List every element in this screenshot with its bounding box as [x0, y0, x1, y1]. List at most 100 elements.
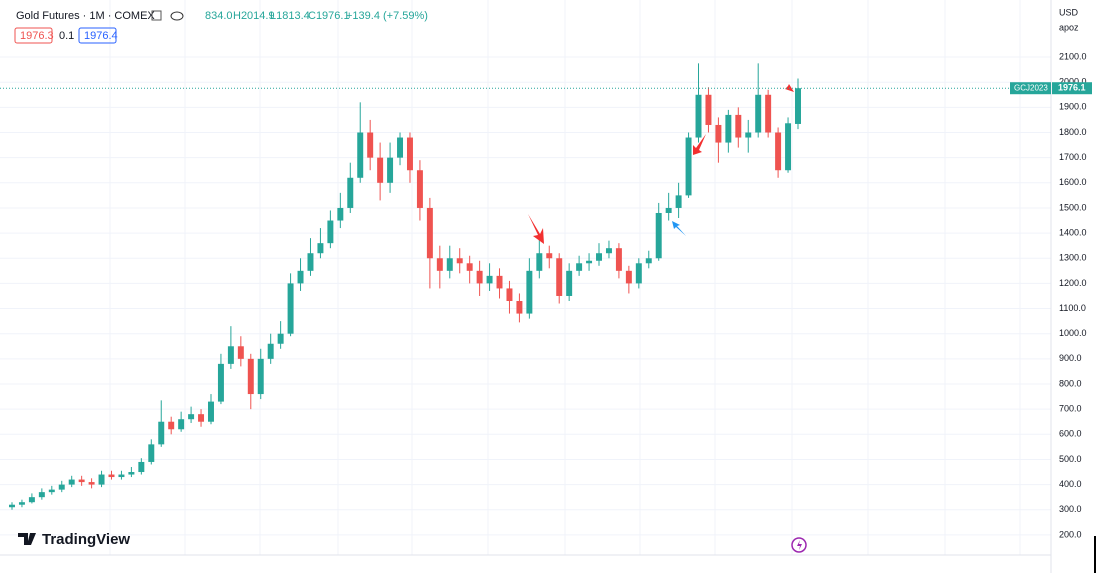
- candle-body: [416, 170, 423, 208]
- candle-body: [178, 419, 185, 430]
- scale-menu[interactable]: apoz: [1059, 22, 1079, 32]
- candle-body: [795, 88, 801, 124]
- candle-body: [755, 94, 762, 133]
- candle-body: [387, 157, 394, 183]
- candle-body: [247, 358, 254, 395]
- candle-body: [775, 132, 782, 171]
- candle-body: [138, 461, 145, 473]
- open: 834.0: [205, 10, 233, 22]
- candle-body: [576, 263, 583, 271]
- ask[interactable]: 1976.4: [84, 30, 118, 42]
- candle-body: [208, 401, 214, 422]
- grid: [0, 56, 1051, 536]
- candle-body: [347, 177, 354, 208]
- candle-body: [287, 283, 294, 334]
- price-tag: [1052, 82, 1092, 95]
- candle-body: [58, 484, 65, 490]
- candle-body: [397, 137, 404, 158]
- y-tick-label: 900.0: [1059, 353, 1082, 363]
- y-tick-label: 600.0: [1059, 429, 1082, 439]
- candle-body: [476, 270, 483, 284]
- eye-icon[interactable]: [170, 11, 184, 21]
- candle-body: [665, 207, 672, 213]
- candle-body: [596, 253, 602, 261]
- candle-body: [98, 474, 105, 485]
- y-tick-label: 1800.0: [1059, 127, 1087, 137]
- candle-body: [625, 270, 632, 284]
- y-tick-label: 1700.0: [1059, 152, 1087, 162]
- candle-body: [217, 363, 224, 402]
- candle-body: [496, 275, 503, 289]
- y-tick-label: 200.0: [1059, 529, 1082, 539]
- price-tag-label: 1976.1: [1058, 83, 1086, 93]
- candle-body: [18, 502, 25, 505]
- candle-body: [237, 346, 244, 359]
- y-tick-label: 700.0: [1059, 404, 1082, 414]
- ask-box[interactable]: [78, 27, 117, 44]
- arrow: [693, 134, 706, 155]
- y-tick-label: 1900.0: [1059, 102, 1087, 112]
- arrow: [528, 214, 544, 244]
- y-tick-label: 2100.0: [1059, 51, 1087, 61]
- bid-box[interactable]: [14, 27, 53, 44]
- candle-body: [158, 421, 165, 445]
- candle-body: [695, 94, 702, 138]
- y-tick-label: 800.0: [1059, 378, 1082, 388]
- candle-body: [785, 123, 792, 171]
- icon[interactable]: [151, 10, 162, 21]
- brand[interactable]: TradingView: [42, 531, 130, 548]
- candle-body: [227, 346, 234, 364]
- candle-body: [128, 472, 135, 475]
- y-tick-label: 400.0: [1059, 479, 1082, 489]
- y-tick-label: 500.0: [1059, 454, 1082, 464]
- candle-body: [48, 489, 55, 493]
- y-tick-label: 300.0: [1059, 504, 1082, 514]
- candle-body: [506, 288, 513, 302]
- candle-body: [605, 248, 612, 254]
- candle-body: [108, 474, 115, 478]
- candle-body: [267, 343, 274, 359]
- candle-body: [586, 260, 593, 264]
- candle-body: [615, 248, 622, 271]
- candle-body: [297, 270, 304, 284]
- candle-body: [436, 258, 443, 271]
- candle-body: [88, 482, 95, 485]
- y-tick-label: 2000.0: [1059, 77, 1087, 87]
- arrow: [774, 80, 794, 92]
- candle-body: [28, 497, 35, 503]
- currency[interactable]: USD: [1059, 7, 1079, 17]
- candle-body: [198, 414, 205, 422]
- y-tick-label: 1000.0: [1059, 328, 1087, 338]
- spread: 0.1: [59, 30, 74, 42]
- bid[interactable]: 1976.3: [20, 30, 54, 42]
- candle-body: [317, 243, 324, 254]
- y-axis: 200.0 300.0 400.0 500.0 600.0 700.0 800.0 900.0…: [1059, 51, 1087, 539]
- candle-body: [367, 132, 374, 158]
- candle-body: [645, 258, 652, 264]
- candle-body: [725, 114, 732, 143]
- candle-body: [635, 263, 642, 284]
- change: +139.4 (+7.59%): [346, 10, 428, 22]
- candle-body: [486, 275, 493, 284]
- candle-body: [526, 270, 533, 314]
- event-icon[interactable]: [791, 537, 807, 553]
- candle-body: [307, 253, 314, 271]
- candle-body: [516, 301, 523, 314]
- symbol[interactable]: Gold Futures · 1M · COMEX: [16, 10, 155, 22]
- candle-body: [68, 479, 75, 485]
- event-icon: [797, 540, 802, 550]
- y-tick-label: 1100.0: [1059, 303, 1086, 313]
- y-tick-label: 1200.0: [1059, 278, 1087, 288]
- y-tick-label: 1400.0: [1059, 227, 1087, 237]
- candle-body: [118, 474, 125, 478]
- candle-body: [357, 132, 364, 178]
- candle-body: [705, 94, 712, 125]
- candle-body: [38, 492, 45, 498]
- candle-body: [456, 258, 463, 264]
- high: H2014.9: [233, 10, 275, 22]
- candle-body: [426, 207, 433, 259]
- low: L1813.4: [270, 10, 310, 22]
- candle-body: [466, 263, 473, 271]
